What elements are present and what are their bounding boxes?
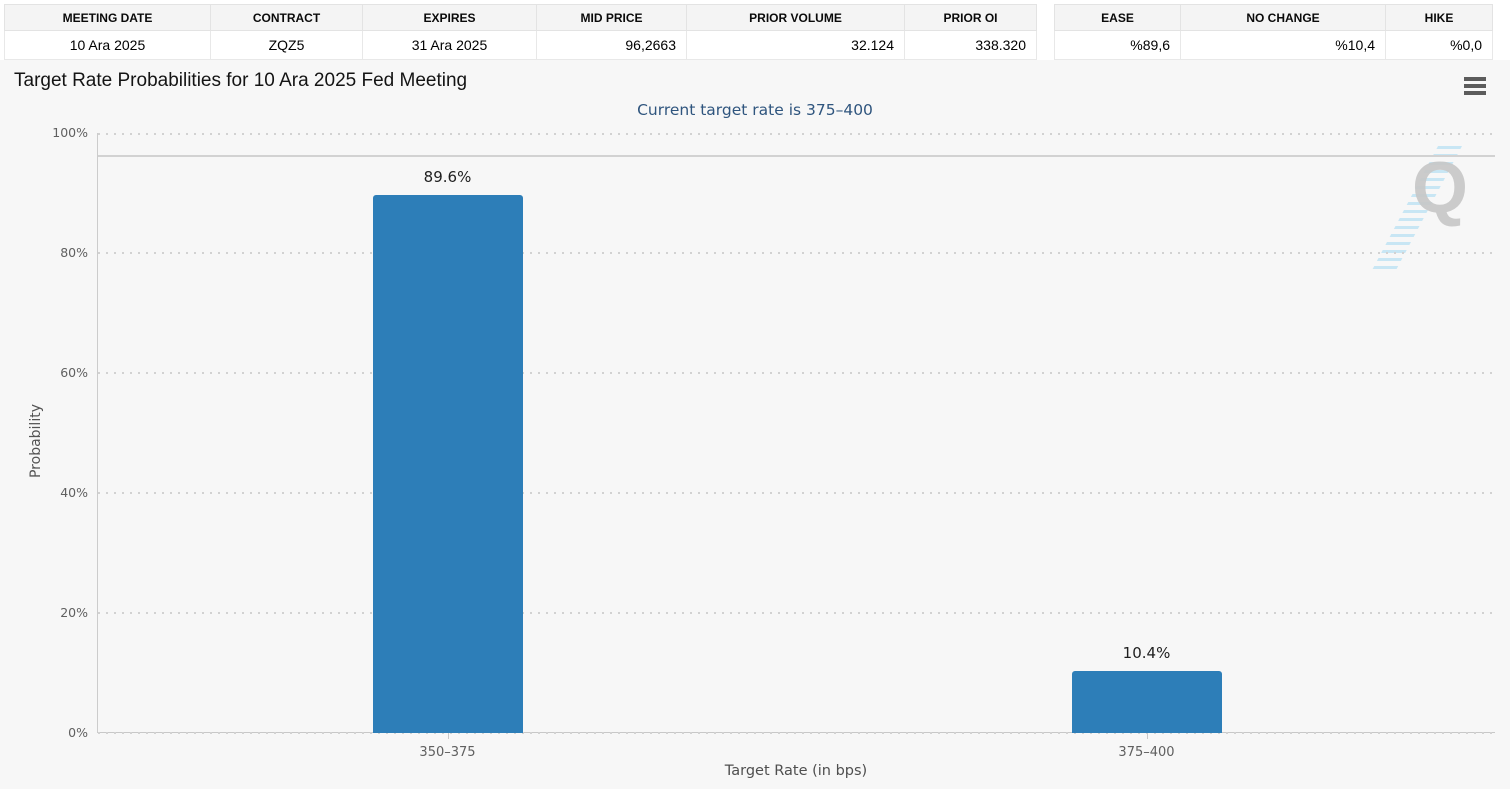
x-axis-title: Target Rate (in bps) — [724, 763, 868, 779]
y-gridline — [98, 732, 1495, 734]
header-contract: CONTRACT — [210, 4, 363, 31]
cell-ease: %89,6 — [1054, 30, 1181, 60]
contract-table: MEETING DATE CONTRACT EXPIRES MID PRICE … — [4, 4, 1037, 60]
bar-value-label: 89.6% — [423, 168, 472, 187]
y-axis-tick-label: 100% — [52, 125, 88, 140]
fed-meeting-probability-chart: Target Rate Probabilities for 10 Ara 202… — [0, 60, 1510, 789]
bar-375–400[interactable] — [1071, 670, 1222, 733]
bar-value-label: 10.4% — [1122, 643, 1171, 662]
x-axis-category-label: 350–375 — [419, 745, 476, 760]
header-mid-price: MID PRICE — [536, 4, 687, 31]
bar-350–375[interactable] — [372, 195, 523, 733]
y-axis-tick-label: 60% — [60, 365, 88, 380]
summary-strip: MEETING DATE CONTRACT EXPIRES MID PRICE … — [0, 0, 1510, 60]
y-axis-tick-label: 0% — [68, 725, 88, 740]
cell-mid-price: 96,2663 — [536, 30, 687, 60]
y-gridline — [98, 492, 1495, 494]
contract-table-row: 10 Ara 2025 ZQZ5 31 Ara 2025 96,2663 32.… — [4, 30, 1037, 60]
cell-hike: %0,0 — [1385, 30, 1493, 60]
probability-table-header-row: EASE NO CHANGE HIKE — [1054, 4, 1493, 31]
y-gridline — [98, 612, 1495, 614]
x-axis-category-label: 375–400 — [1118, 745, 1175, 760]
header-prior-oi: PRIOR OI — [904, 4, 1037, 31]
probability-table-row: %89,6 %10,4 %0,0 — [1054, 30, 1493, 60]
cell-no-change: %10,4 — [1180, 30, 1386, 60]
plotline — [98, 155, 1495, 158]
y-axis-tick-label: 40% — [60, 485, 88, 500]
chart-subtitle: Current target rate is 375–400 — [637, 101, 873, 119]
y-axis-tick-label: 20% — [60, 605, 88, 620]
y-gridline — [98, 372, 1495, 374]
hamburger-icon — [1464, 77, 1486, 81]
header-hike: HIKE — [1385, 4, 1493, 31]
cell-prior-oi: 338.320 — [904, 30, 1037, 60]
y-axis-tick-label: 80% — [60, 245, 88, 260]
chart-title: Target Rate Probabilities for 10 Ara 202… — [14, 70, 468, 91]
header-expires: EXPIRES — [362, 4, 537, 31]
header-no-change: NO CHANGE — [1180, 4, 1386, 31]
hamburger-icon — [1464, 84, 1486, 88]
contract-table-header-row: MEETING DATE CONTRACT EXPIRES MID PRICE … — [4, 4, 1037, 31]
plot-area: Probability 0% 20% 40% 60% 80% 100% 89.6% 350–3… — [28, 126, 1495, 760]
header-meeting-date: MEETING DATE — [4, 4, 211, 31]
x-axis-tick — [1146, 733, 1148, 739]
cell-meeting-date: 10 Ara 2025 — [4, 30, 211, 60]
cell-expires: 31 Ara 2025 — [362, 30, 537, 60]
cell-prior-volume: 32.124 — [686, 30, 905, 60]
header-ease: EASE — [1054, 4, 1181, 31]
chart-context-menu-button[interactable] — [1464, 77, 1486, 98]
y-gridline — [98, 133, 1495, 135]
probability-table: EASE NO CHANGE HIKE %89,6 %10,4 %0,0 — [1054, 4, 1493, 60]
y-gridline — [98, 252, 1495, 254]
header-prior-volume: PRIOR VOLUME — [686, 4, 905, 31]
hamburger-icon — [1464, 91, 1486, 95]
x-axis-tick — [447, 733, 449, 739]
y-axis-title: Probability — [28, 404, 44, 479]
cell-contract: ZQZ5 — [210, 30, 363, 60]
